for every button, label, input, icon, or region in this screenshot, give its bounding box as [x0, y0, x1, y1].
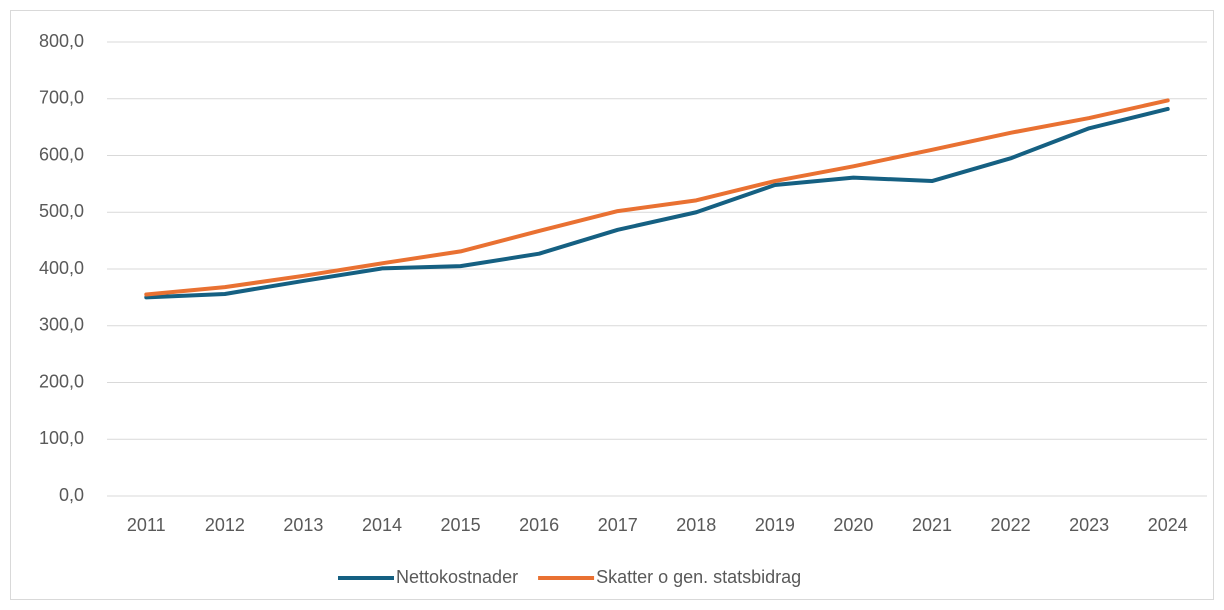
- series-line: [144, 106, 1170, 300]
- x-tick-label: 2022: [991, 515, 1031, 535]
- series-line: [144, 98, 1170, 297]
- y-tick-label: 0,0: [59, 485, 84, 505]
- legend-label: Skatter o gen. statsbidrag: [596, 567, 801, 587]
- y-tick-label: 800,0: [39, 31, 84, 51]
- x-tick-label: 2021: [912, 515, 952, 535]
- y-tick-label: 200,0: [39, 371, 84, 391]
- x-tick-label: 2011: [127, 515, 166, 535]
- x-tick-label: 2015: [441, 515, 481, 535]
- x-tick-label: 2019: [755, 515, 795, 535]
- x-tick-label: 2018: [676, 515, 716, 535]
- y-tick-label: 400,0: [39, 258, 84, 278]
- x-tick-label: 2016: [519, 515, 559, 535]
- x-tick-label: 2013: [283, 515, 323, 535]
- x-tick-label: 2020: [833, 515, 873, 535]
- x-tick-label: 2017: [598, 515, 638, 535]
- x-tick-label: 2023: [1069, 515, 1109, 535]
- chart-border: [10, 10, 1214, 600]
- y-tick-label: 500,0: [39, 201, 84, 221]
- x-tick-label: 2012: [205, 515, 245, 535]
- y-tick-label: 300,0: [39, 315, 84, 335]
- y-tick-label: 600,0: [39, 144, 84, 164]
- y-tick-label: 100,0: [39, 428, 84, 448]
- x-tick-label: 2014: [362, 515, 402, 535]
- x-tick-label: 2024: [1148, 515, 1188, 535]
- legend-label: Nettokostnader: [396, 567, 518, 587]
- y-tick-label: 700,0: [39, 88, 84, 108]
